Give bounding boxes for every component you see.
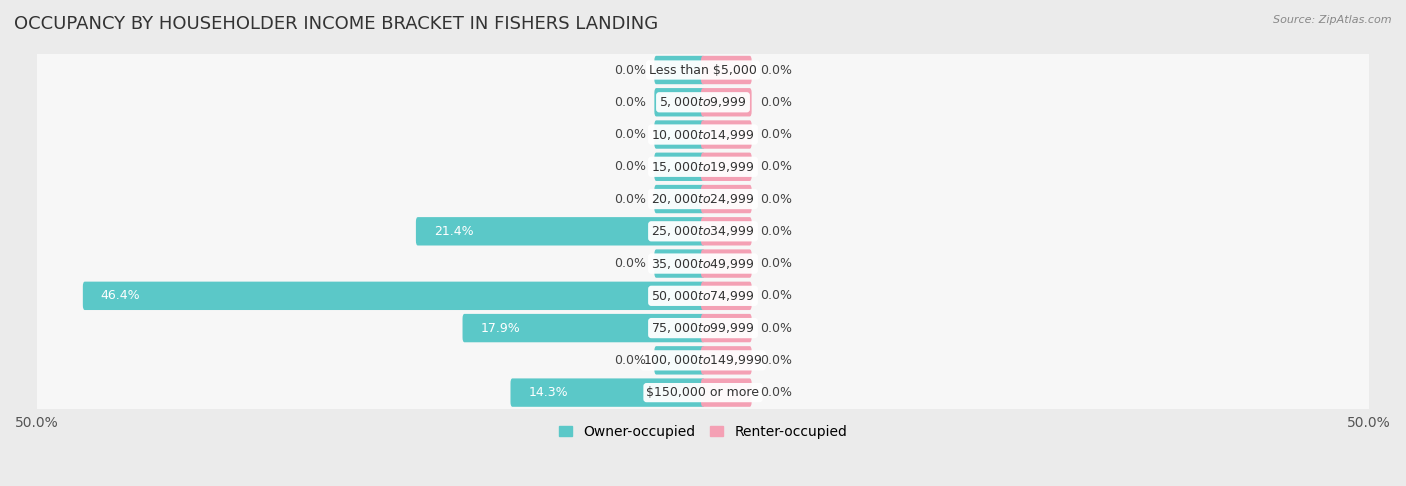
FancyBboxPatch shape bbox=[83, 281, 704, 310]
Text: 0.0%: 0.0% bbox=[613, 160, 645, 174]
Text: $50,000 to $74,999: $50,000 to $74,999 bbox=[651, 289, 755, 303]
Text: 17.9%: 17.9% bbox=[481, 322, 520, 334]
Text: 0.0%: 0.0% bbox=[761, 257, 793, 270]
FancyBboxPatch shape bbox=[654, 88, 704, 117]
Text: $150,000 or more: $150,000 or more bbox=[647, 386, 759, 399]
Text: $10,000 to $14,999: $10,000 to $14,999 bbox=[651, 127, 755, 141]
Text: $100,000 to $149,999: $100,000 to $149,999 bbox=[644, 353, 762, 367]
FancyBboxPatch shape bbox=[37, 143, 1369, 191]
FancyBboxPatch shape bbox=[37, 240, 1369, 287]
Text: 46.4%: 46.4% bbox=[101, 289, 141, 302]
Text: 0.0%: 0.0% bbox=[761, 192, 793, 206]
FancyBboxPatch shape bbox=[654, 249, 704, 278]
FancyBboxPatch shape bbox=[37, 337, 1369, 384]
Text: 0.0%: 0.0% bbox=[613, 96, 645, 109]
Text: 0.0%: 0.0% bbox=[761, 160, 793, 174]
FancyBboxPatch shape bbox=[37, 208, 1369, 255]
Text: Less than $5,000: Less than $5,000 bbox=[650, 64, 756, 76]
Text: 0.0%: 0.0% bbox=[761, 386, 793, 399]
FancyBboxPatch shape bbox=[37, 47, 1369, 94]
FancyBboxPatch shape bbox=[702, 379, 752, 407]
FancyBboxPatch shape bbox=[654, 185, 704, 213]
FancyBboxPatch shape bbox=[702, 217, 752, 245]
FancyBboxPatch shape bbox=[702, 185, 752, 213]
FancyBboxPatch shape bbox=[463, 314, 704, 342]
FancyBboxPatch shape bbox=[654, 153, 704, 181]
Text: 0.0%: 0.0% bbox=[613, 354, 645, 367]
Text: 0.0%: 0.0% bbox=[613, 192, 645, 206]
FancyBboxPatch shape bbox=[37, 305, 1369, 352]
FancyBboxPatch shape bbox=[37, 175, 1369, 223]
Text: 0.0%: 0.0% bbox=[613, 128, 645, 141]
FancyBboxPatch shape bbox=[37, 369, 1369, 416]
Text: $15,000 to $19,999: $15,000 to $19,999 bbox=[651, 160, 755, 174]
Text: $20,000 to $24,999: $20,000 to $24,999 bbox=[651, 192, 755, 206]
Text: 0.0%: 0.0% bbox=[761, 322, 793, 334]
FancyBboxPatch shape bbox=[37, 111, 1369, 158]
Text: 0.0%: 0.0% bbox=[761, 128, 793, 141]
FancyBboxPatch shape bbox=[702, 346, 752, 375]
Text: $5,000 to $9,999: $5,000 to $9,999 bbox=[659, 95, 747, 109]
Text: 0.0%: 0.0% bbox=[761, 96, 793, 109]
FancyBboxPatch shape bbox=[510, 379, 704, 407]
Text: 14.3%: 14.3% bbox=[529, 386, 568, 399]
FancyBboxPatch shape bbox=[702, 56, 752, 84]
Text: 21.4%: 21.4% bbox=[434, 225, 474, 238]
FancyBboxPatch shape bbox=[702, 249, 752, 278]
Text: 0.0%: 0.0% bbox=[613, 257, 645, 270]
FancyBboxPatch shape bbox=[416, 217, 704, 245]
Legend: Owner-occupied, Renter-occupied: Owner-occupied, Renter-occupied bbox=[553, 419, 853, 444]
Text: $25,000 to $34,999: $25,000 to $34,999 bbox=[651, 225, 755, 238]
FancyBboxPatch shape bbox=[654, 56, 704, 84]
Text: OCCUPANCY BY HOUSEHOLDER INCOME BRACKET IN FISHERS LANDING: OCCUPANCY BY HOUSEHOLDER INCOME BRACKET … bbox=[14, 15, 658, 33]
FancyBboxPatch shape bbox=[702, 153, 752, 181]
FancyBboxPatch shape bbox=[702, 314, 752, 342]
Text: Source: ZipAtlas.com: Source: ZipAtlas.com bbox=[1274, 15, 1392, 25]
Text: 0.0%: 0.0% bbox=[761, 289, 793, 302]
Text: 0.0%: 0.0% bbox=[761, 225, 793, 238]
FancyBboxPatch shape bbox=[702, 121, 752, 149]
FancyBboxPatch shape bbox=[37, 79, 1369, 126]
FancyBboxPatch shape bbox=[702, 88, 752, 117]
Text: 0.0%: 0.0% bbox=[761, 64, 793, 76]
FancyBboxPatch shape bbox=[654, 121, 704, 149]
Text: 0.0%: 0.0% bbox=[761, 354, 793, 367]
Text: $75,000 to $99,999: $75,000 to $99,999 bbox=[651, 321, 755, 335]
Text: 0.0%: 0.0% bbox=[613, 64, 645, 76]
FancyBboxPatch shape bbox=[702, 281, 752, 310]
Text: $35,000 to $49,999: $35,000 to $49,999 bbox=[651, 257, 755, 271]
FancyBboxPatch shape bbox=[37, 272, 1369, 319]
FancyBboxPatch shape bbox=[654, 346, 704, 375]
